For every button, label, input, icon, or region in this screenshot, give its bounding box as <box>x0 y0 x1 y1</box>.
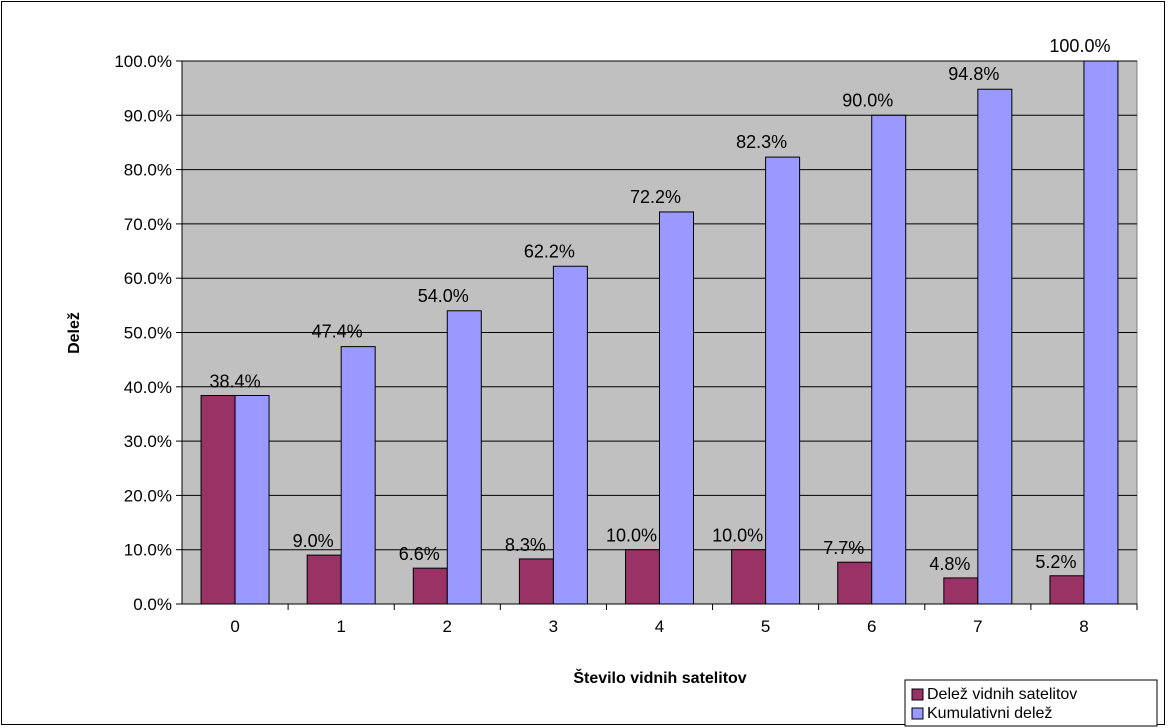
legend-label-1: Delež vidnih satelitov <box>927 686 1077 703</box>
x-tick-label: 0 <box>230 617 239 636</box>
y-tick-label: 80.0% <box>124 161 172 180</box>
bar-cumulative <box>659 211 694 605</box>
data-label: 9.0% <box>293 531 334 551</box>
y-tick-label: 30.0% <box>124 432 172 451</box>
y-tick-label: 40.0% <box>124 378 172 397</box>
legend-label-2: Kumulativni delež <box>927 705 1052 722</box>
data-label: 62.2% <box>524 241 575 261</box>
y-tick-label: 70.0% <box>124 215 172 234</box>
data-label: 7.7% <box>823 538 864 558</box>
bar-cumulative <box>340 346 376 605</box>
bar-cumulative <box>446 310 482 605</box>
y-tick-label: 100.0% <box>114 52 172 71</box>
bar-share <box>518 558 554 605</box>
y-tick-label: 90.0% <box>124 106 172 125</box>
x-axis-title: Število vidnih satelitov <box>573 668 746 687</box>
bar-share <box>412 567 448 605</box>
y-tick-label: 50.0% <box>124 324 172 343</box>
x-tick-label: 3 <box>549 617 558 636</box>
data-label: 100.0% <box>1049 36 1110 56</box>
data-label: 4.8% <box>929 554 970 574</box>
bar-share <box>625 549 660 605</box>
bar-share <box>731 549 767 605</box>
data-labels: 38.4% 9.0% 47.4% 6.6% 54.0% 8.3% 62.2% 10.0% 72.… <box>210 36 1111 574</box>
bar-share <box>837 561 873 605</box>
data-label: 5.2% <box>1035 552 1076 572</box>
data-label: 72.2% <box>630 187 681 207</box>
bar-share <box>200 394 236 605</box>
data-label: 54.0% <box>418 286 469 306</box>
y-axis-title: Delež <box>66 312 83 354</box>
x-tick-label: 4 <box>655 617 664 636</box>
x-tick-label: 5 <box>761 617 770 636</box>
x-tick-label: 8 <box>1079 617 1088 636</box>
data-label: 10.0% <box>606 526 657 546</box>
bar-cumulative <box>552 265 588 605</box>
data-label: 82.3% <box>736 132 787 152</box>
x-tick-label: 1 <box>336 617 345 636</box>
legend-swatch-1 <box>911 688 924 701</box>
y-tick-label: 10.0% <box>124 541 172 560</box>
y-tick-label: 0.0% <box>133 595 172 614</box>
data-label: 8.3% <box>505 535 546 555</box>
legend-box <box>904 679 1158 727</box>
data-label: 38.4% <box>210 371 261 391</box>
bar-cumulative <box>765 156 801 605</box>
bar-share <box>306 554 342 605</box>
bar-cumulative <box>234 394 270 605</box>
x-tick-label: 7 <box>973 617 982 636</box>
x-tick-label: 2 <box>443 617 452 636</box>
axes: 0.0% 10.0% 20.0% 30.0% 40.0% 50.0% 60.0% 70.0% 8… <box>114 52 1138 636</box>
bar-cumulative <box>977 88 1013 605</box>
y-tick-label: 60.0% <box>124 269 172 288</box>
legend: Delež vidnih satelitov Kumulativni delež <box>904 679 1158 727</box>
bar-cumulative <box>871 114 907 605</box>
bar-share <box>1049 575 1085 605</box>
data-label: 6.6% <box>399 544 440 564</box>
legend-swatch-2 <box>911 707 924 720</box>
bar-cumulative <box>1083 60 1119 605</box>
x-tick-label: 6 <box>867 617 876 636</box>
data-label: 94.8% <box>948 64 999 84</box>
data-label: 90.0% <box>842 90 893 110</box>
y-tick-label: 20.0% <box>124 486 172 505</box>
data-label: 47.4% <box>312 322 363 342</box>
bar-share <box>943 577 979 605</box>
data-label: 10.0% <box>712 526 763 546</box>
